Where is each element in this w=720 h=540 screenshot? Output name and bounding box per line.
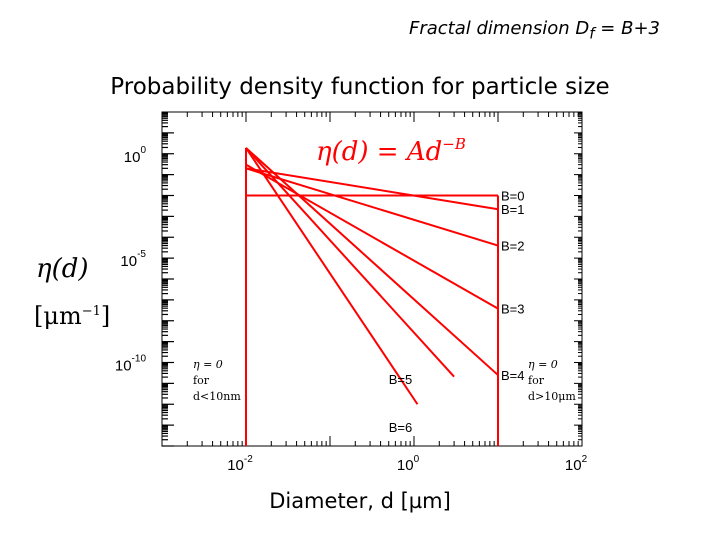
annotation-line: d<10nm [193,390,241,403]
equation-label: η(d) = Ad−B [316,135,466,167]
annotation-line: for [528,374,545,387]
fractal-dimension-note: Fractal dimension Df = B+3 [408,18,660,43]
x-tick-label: 10-2 [227,454,253,474]
annotation-line: η = 0 [193,358,223,371]
series-label-b1: B=1 [501,202,525,217]
series-line-b4 [245,147,499,376]
x-axis-label: Diameter, d [µm] [269,489,451,513]
series-line-b5 [245,147,455,378]
y-tick-label: 10-5 [120,249,146,270]
annotation-block: η = 0 for d>10μm [528,358,576,403]
annotation-line: η = 0 [528,358,558,371]
x-tick-label: 100 [397,454,420,474]
series-labels: B=0B=1 B=2 B=3 B=4 B=5 B=6 [389,189,525,436]
series-label-b2: B=2 [501,239,525,254]
series-label-b5: B=5 [389,372,413,387]
annotation-block: η = 0 for d<10nm [193,358,241,403]
series-line-b1 [245,167,499,211]
series-label-b0: B=0 [501,189,525,204]
y-tick-label: 10-10 [115,354,147,375]
annotation-line: for [193,374,210,387]
series-line-b2 [245,167,499,247]
y-tick-label: 100 [124,145,147,166]
x-tick-label: 102 [565,454,588,474]
y-axis-unit: [μm−1] [34,302,111,330]
series-line-b3 [245,163,499,310]
annotation-line: d>10μm [528,390,576,403]
series-label-b4: B=4 [501,368,525,383]
tick-marks [161,112,582,447]
series-line-b6 [245,147,419,405]
slide-title: Probability density function for particl… [110,74,610,100]
curves [245,147,499,446]
series-label-b3: B=3 [501,302,525,317]
tick-labels: 10-2 100 102 100 10-5 10-10 [115,145,588,474]
annotation-blocks: η = 0 for d<10nm η = 0 for d>10μm [193,358,576,403]
y-axis-symbol: η(d) [36,254,89,284]
series-label-b6: B=6 [389,420,413,435]
